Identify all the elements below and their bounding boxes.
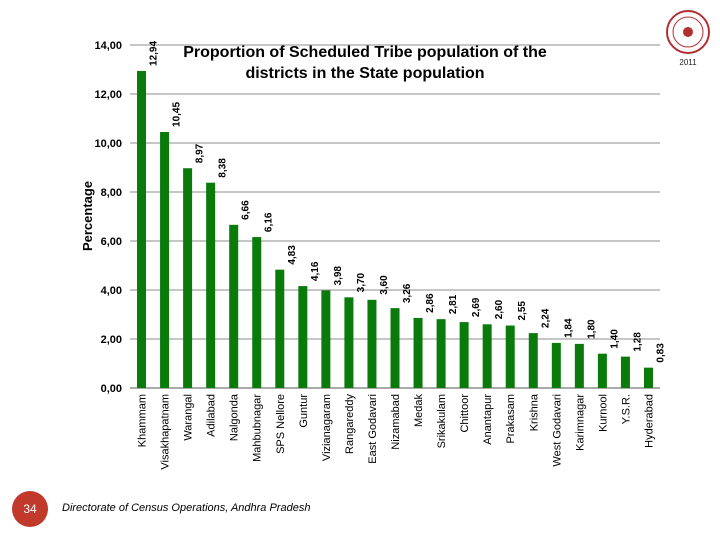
x-tick-label: Vizianagaram [321, 394, 333, 461]
bar-value-label: 1,84 [563, 318, 574, 338]
bar [321, 290, 331, 388]
chart-title: Proportion of Scheduled Tribe population… [183, 44, 547, 82]
x-tick-label: West Godavari [551, 394, 563, 467]
x-tick-label: Nalgonda [229, 393, 241, 441]
bar-value-label: 2,81 [448, 294, 459, 314]
x-tick-label: Karimnagar [574, 394, 586, 451]
y-tick-label: 2,00 [101, 334, 122, 346]
y-tick-label: 4,00 [101, 285, 122, 297]
y-tick-label: 0,00 [101, 383, 122, 395]
census-logo: 2011 [664, 8, 712, 70]
bar-value-label: 1,28 [632, 332, 643, 352]
page-number-badge: 34 [12, 491, 48, 527]
bar [298, 286, 308, 388]
y-axis-label: Percentage [80, 181, 95, 251]
bar [574, 343, 584, 388]
bar-value-label: 10,45 [172, 102, 183, 127]
bar [367, 299, 377, 388]
y-tick-label: 8,00 [101, 187, 122, 199]
x-tick-label: Visakhapatnam [160, 394, 172, 470]
x-tick-label: Mahbubnagar [252, 394, 264, 462]
x-tick-label: Medak [413, 394, 425, 428]
bar-value-label: 8,97 [195, 143, 206, 163]
bar-value-label: 6,66 [241, 200, 252, 220]
census-emblem-icon [666, 10, 710, 54]
bar-value-label: 8,38 [218, 158, 229, 178]
bar [206, 182, 216, 388]
bar-value-label: 4,83 [287, 245, 298, 265]
bar [275, 269, 285, 388]
bar [183, 168, 193, 388]
y-tick-label: 10,00 [94, 138, 122, 150]
y-tick-label: 12,00 [94, 89, 122, 101]
bar [390, 308, 400, 388]
x-tick-label: Nizamabad [390, 394, 402, 450]
bar-value-label: 4,16 [310, 261, 321, 281]
y-tick-label: 14,00 [94, 40, 122, 52]
bar-value-label: 1,40 [609, 329, 620, 349]
bar [597, 353, 607, 388]
x-tick-label: Warangal [183, 394, 195, 441]
x-tick-label: SPS Nellore [275, 394, 287, 454]
bar-value-label: 1,80 [586, 319, 597, 339]
x-tick-label: Y.S.R. [620, 394, 632, 424]
x-tick-label: Adilabad [206, 394, 218, 437]
logo-year: 2011 [679, 58, 697, 67]
bar [344, 297, 354, 388]
bar-value-label: 3,26 [402, 283, 413, 303]
x-tick-label: Prakasam [505, 394, 517, 444]
x-tick-label: Kurnool [597, 394, 609, 432]
grid-layer [130, 44, 660, 389]
bar-value-label: 3,98 [333, 266, 344, 286]
bar [643, 367, 653, 388]
bar [482, 324, 492, 388]
footer-text: Directorate of Census Operations, Andhra… [62, 502, 311, 514]
bars-layer [137, 70, 653, 388]
bar-value-label: 2,24 [540, 308, 551, 328]
bar-value-label: 3,70 [356, 272, 367, 292]
x-tick-label: Khammam [137, 394, 149, 447]
bar-value-label: 2,60 [494, 299, 505, 319]
y-tick-label: 6,00 [101, 236, 122, 248]
labels-layer: 0,00 2,00 4,00 6,00 8,00 10,00 12,00 14,00 12,94… [94, 40, 666, 470]
x-tick-label: Srikakulam [436, 394, 448, 448]
x-tick-label: Anantapur [482, 394, 494, 445]
bar [229, 224, 239, 388]
bar-value-label: 3,60 [379, 275, 390, 295]
bar-value-label: 2,55 [517, 301, 528, 321]
x-tick-label: Hyderabad [643, 394, 655, 448]
bar [252, 237, 262, 388]
bar-value-label: 12,94 [149, 41, 160, 66]
bar [137, 70, 147, 388]
x-tick-label: Chittoor [459, 394, 471, 433]
bar-value-label: 2,69 [471, 297, 482, 317]
bar-value-label: 0,83 [655, 343, 666, 363]
bar [551, 342, 561, 388]
x-tick-label: Guntur [298, 394, 310, 428]
x-tick-label: Rangareddy [344, 394, 356, 454]
bar-value-label: 6,16 [264, 212, 275, 232]
bar [459, 322, 469, 388]
bar [160, 131, 170, 388]
bar [436, 319, 446, 388]
bar [413, 317, 423, 388]
x-tick-label: Krishna [528, 393, 540, 431]
bar [528, 333, 538, 388]
bar [620, 356, 630, 388]
bar-value-label: 2,86 [425, 293, 436, 313]
x-tick-label: East Godavari [367, 394, 379, 464]
bar [505, 325, 515, 388]
